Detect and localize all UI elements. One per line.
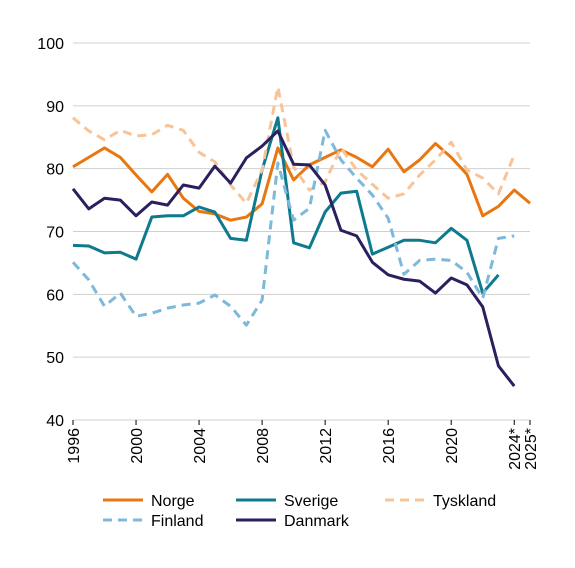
y-tick-label: 70: [46, 225, 64, 242]
legend-label: Danmark: [284, 513, 350, 530]
x-tick-label: 2008: [255, 428, 272, 464]
y-tick-label: 90: [46, 99, 64, 116]
x-tick-label: 1996: [66, 428, 83, 464]
y-tick-label: 60: [46, 287, 64, 304]
x-tick-label: 2020: [444, 428, 461, 464]
x-tick-label: 2000: [129, 428, 146, 464]
x-tick-label: 2004: [192, 428, 209, 464]
legend-label: Tyskland: [433, 493, 496, 510]
series-line: [72, 116, 500, 295]
legend-label: Finland: [151, 513, 203, 530]
series-line: [72, 85, 516, 205]
series-line: [72, 142, 531, 222]
y-tick-label: 80: [46, 162, 64, 179]
x-tick-label: 2012: [318, 428, 335, 464]
y-tick-label: 40: [46, 413, 64, 430]
x-tick-label: 2024*: [507, 428, 524, 470]
y-tick-label: 50: [46, 350, 64, 367]
x-tick-label: 2025*: [523, 428, 540, 470]
legend-label: Sverige: [284, 493, 338, 510]
legend-label: Norge: [151, 493, 195, 510]
series-line: [71, 129, 516, 387]
series-line: [71, 128, 515, 327]
y-tick-label: 100: [37, 36, 64, 53]
x-tick-label: 2016: [381, 428, 398, 464]
